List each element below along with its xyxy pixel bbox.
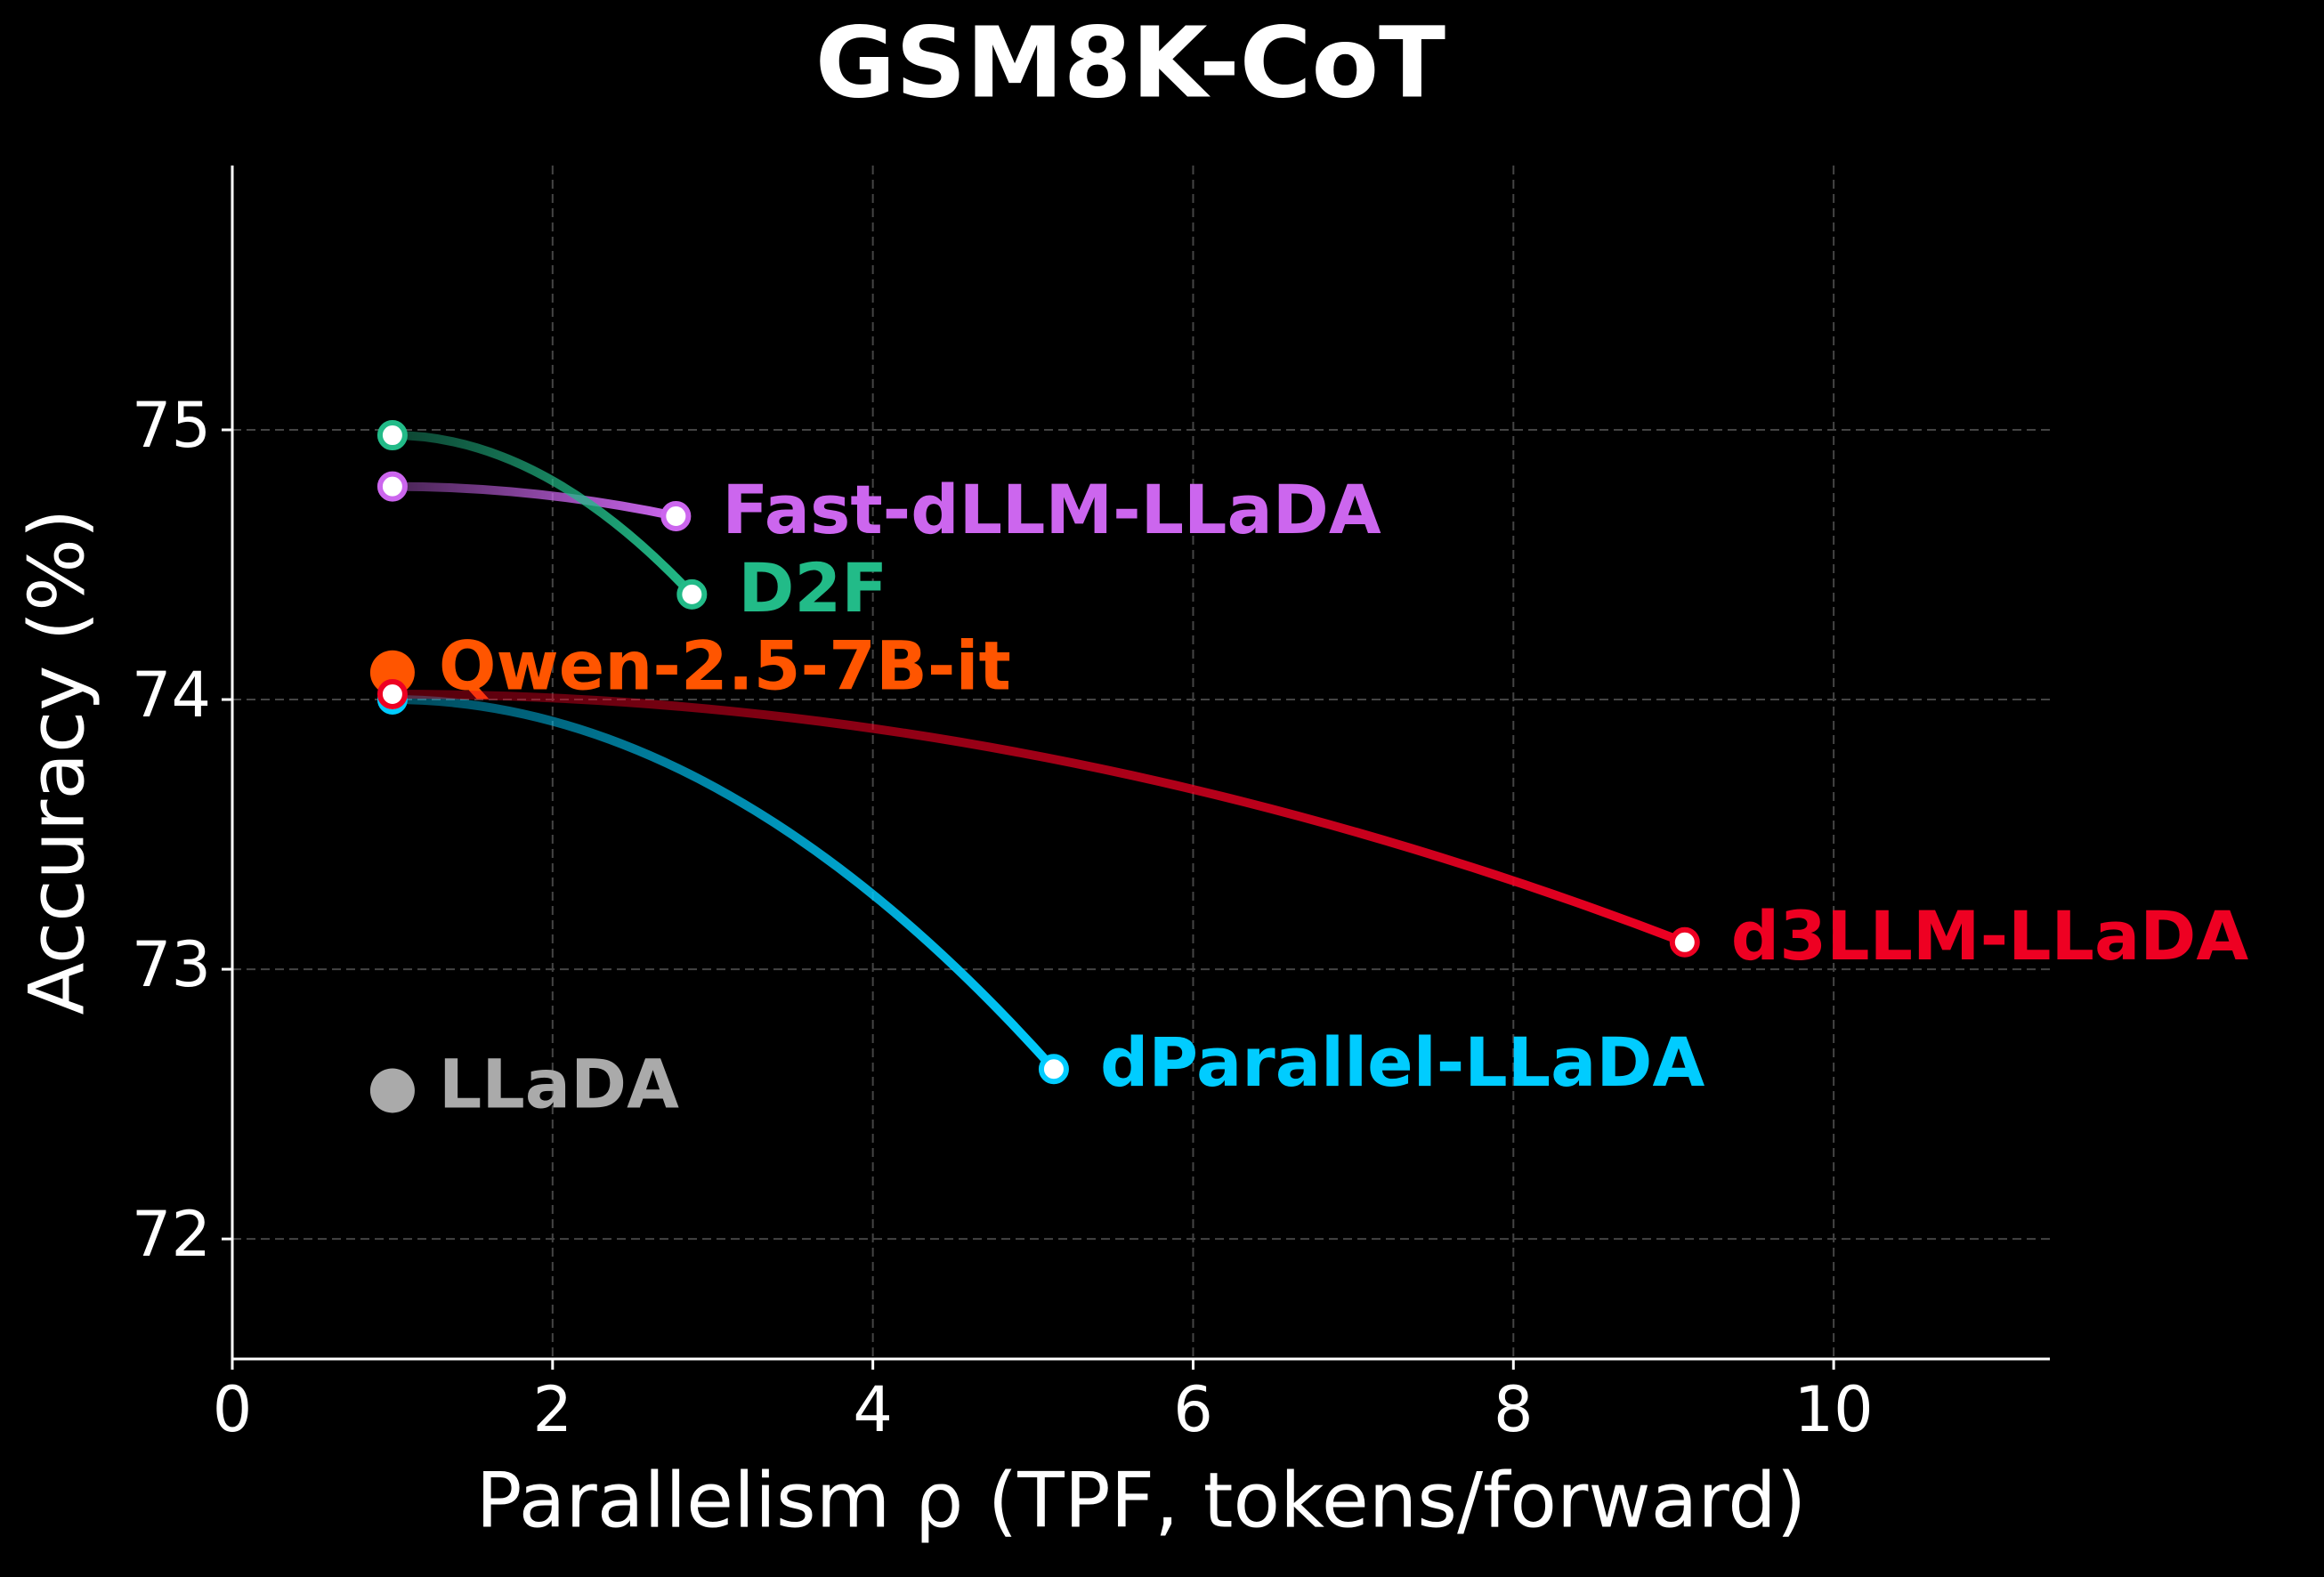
series-label: d3LLM-LLaDA xyxy=(1731,896,2249,975)
point xyxy=(1038,1054,1069,1085)
point xyxy=(377,678,408,709)
series-label: Fast-dLLM-LLaDA xyxy=(722,470,1381,549)
x-tick-label: 10 xyxy=(1794,1373,1874,1446)
y-tick-label: 74 xyxy=(132,659,211,732)
point xyxy=(660,500,692,531)
series-line xyxy=(387,481,681,521)
series-label: LLaDA xyxy=(439,1044,679,1123)
y-tick-label: 75 xyxy=(132,389,211,462)
point xyxy=(676,578,708,610)
x-tick-label: 0 xyxy=(213,1373,253,1446)
series-label: dParallel-LLaDA xyxy=(1100,1023,1705,1102)
point xyxy=(369,1068,415,1113)
point xyxy=(377,471,408,502)
point xyxy=(1669,926,1700,958)
series-label: D2F xyxy=(738,548,887,627)
series-label: Qwen-2.5-7B-it xyxy=(439,627,1011,706)
point xyxy=(369,650,415,695)
y-tick-label: 72 xyxy=(132,1198,211,1271)
x-axis-label: Parallelism ρ (TPF, tokens/forward) xyxy=(476,1456,1807,1545)
x-tick-label: 2 xyxy=(533,1373,573,1446)
x-tick-label: 4 xyxy=(853,1373,893,1446)
y-tick-label: 73 xyxy=(132,928,211,1001)
series-line xyxy=(387,695,1058,1074)
x-tick-label: 6 xyxy=(1173,1373,1213,1446)
chart-title: GSM8K-CoT xyxy=(815,5,1445,119)
series-line xyxy=(387,689,1689,947)
point xyxy=(377,420,408,451)
series-line xyxy=(387,431,697,599)
y-axis-label: Accuracy (%) xyxy=(12,509,101,1015)
x-tick-label: 8 xyxy=(1494,1373,1534,1446)
